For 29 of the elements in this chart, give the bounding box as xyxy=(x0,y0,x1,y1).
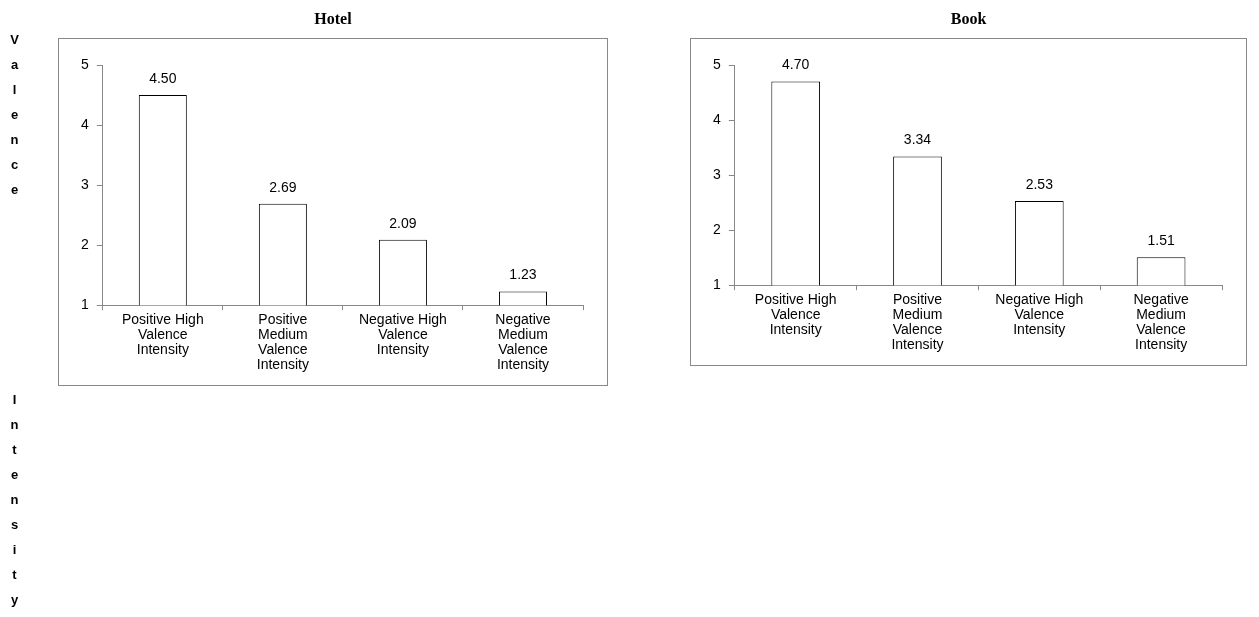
x-tick-label: Positive High Valence Intensity xyxy=(754,291,837,337)
x-tick-label: Negative Medium Valence Intensity xyxy=(495,311,551,372)
data-label: 4.50 xyxy=(149,69,177,86)
y-tick-label: 3 xyxy=(712,165,721,182)
y-tick-label: 2 xyxy=(712,221,721,238)
x-tick-label: Positive Medium Valence Intensity xyxy=(891,291,944,352)
data-label: 2.09 xyxy=(389,214,417,231)
y-tick-label: 4 xyxy=(80,115,89,132)
y-tick-label: 1 xyxy=(712,276,721,293)
chart-title: Hotel xyxy=(313,9,353,29)
y-tick-label: 5 xyxy=(80,55,89,72)
chart-title: Book xyxy=(949,9,988,29)
x-tick-label: Positive High Valence Intensity xyxy=(121,311,204,357)
y-tick-label: 4 xyxy=(712,110,721,127)
y-tick-label: 1 xyxy=(80,296,89,313)
data-label: 4.70 xyxy=(782,56,810,73)
x-tick-label: Negative Medium Valence Intensity xyxy=(1133,291,1189,352)
y-tick-label: 5 xyxy=(712,55,721,72)
y-tick-label: 2 xyxy=(80,236,89,253)
data-label: 2.53 xyxy=(1025,175,1054,192)
data-label: 1.23 xyxy=(509,266,537,283)
x-tick-label: Negative High Valence Intensity xyxy=(995,291,1084,337)
data-label: 1.51 xyxy=(1147,231,1175,248)
y-tick-label: 3 xyxy=(80,175,89,192)
data-label: 2.69 xyxy=(269,178,297,195)
data-label: 3.34 xyxy=(903,131,932,148)
x-tick-label: Positive Medium Valence Intensity xyxy=(256,311,309,372)
x-tick-label: Negative High Valence Intensity xyxy=(358,311,447,357)
y-axis-title: Valence Intensity xyxy=(6,32,23,617)
